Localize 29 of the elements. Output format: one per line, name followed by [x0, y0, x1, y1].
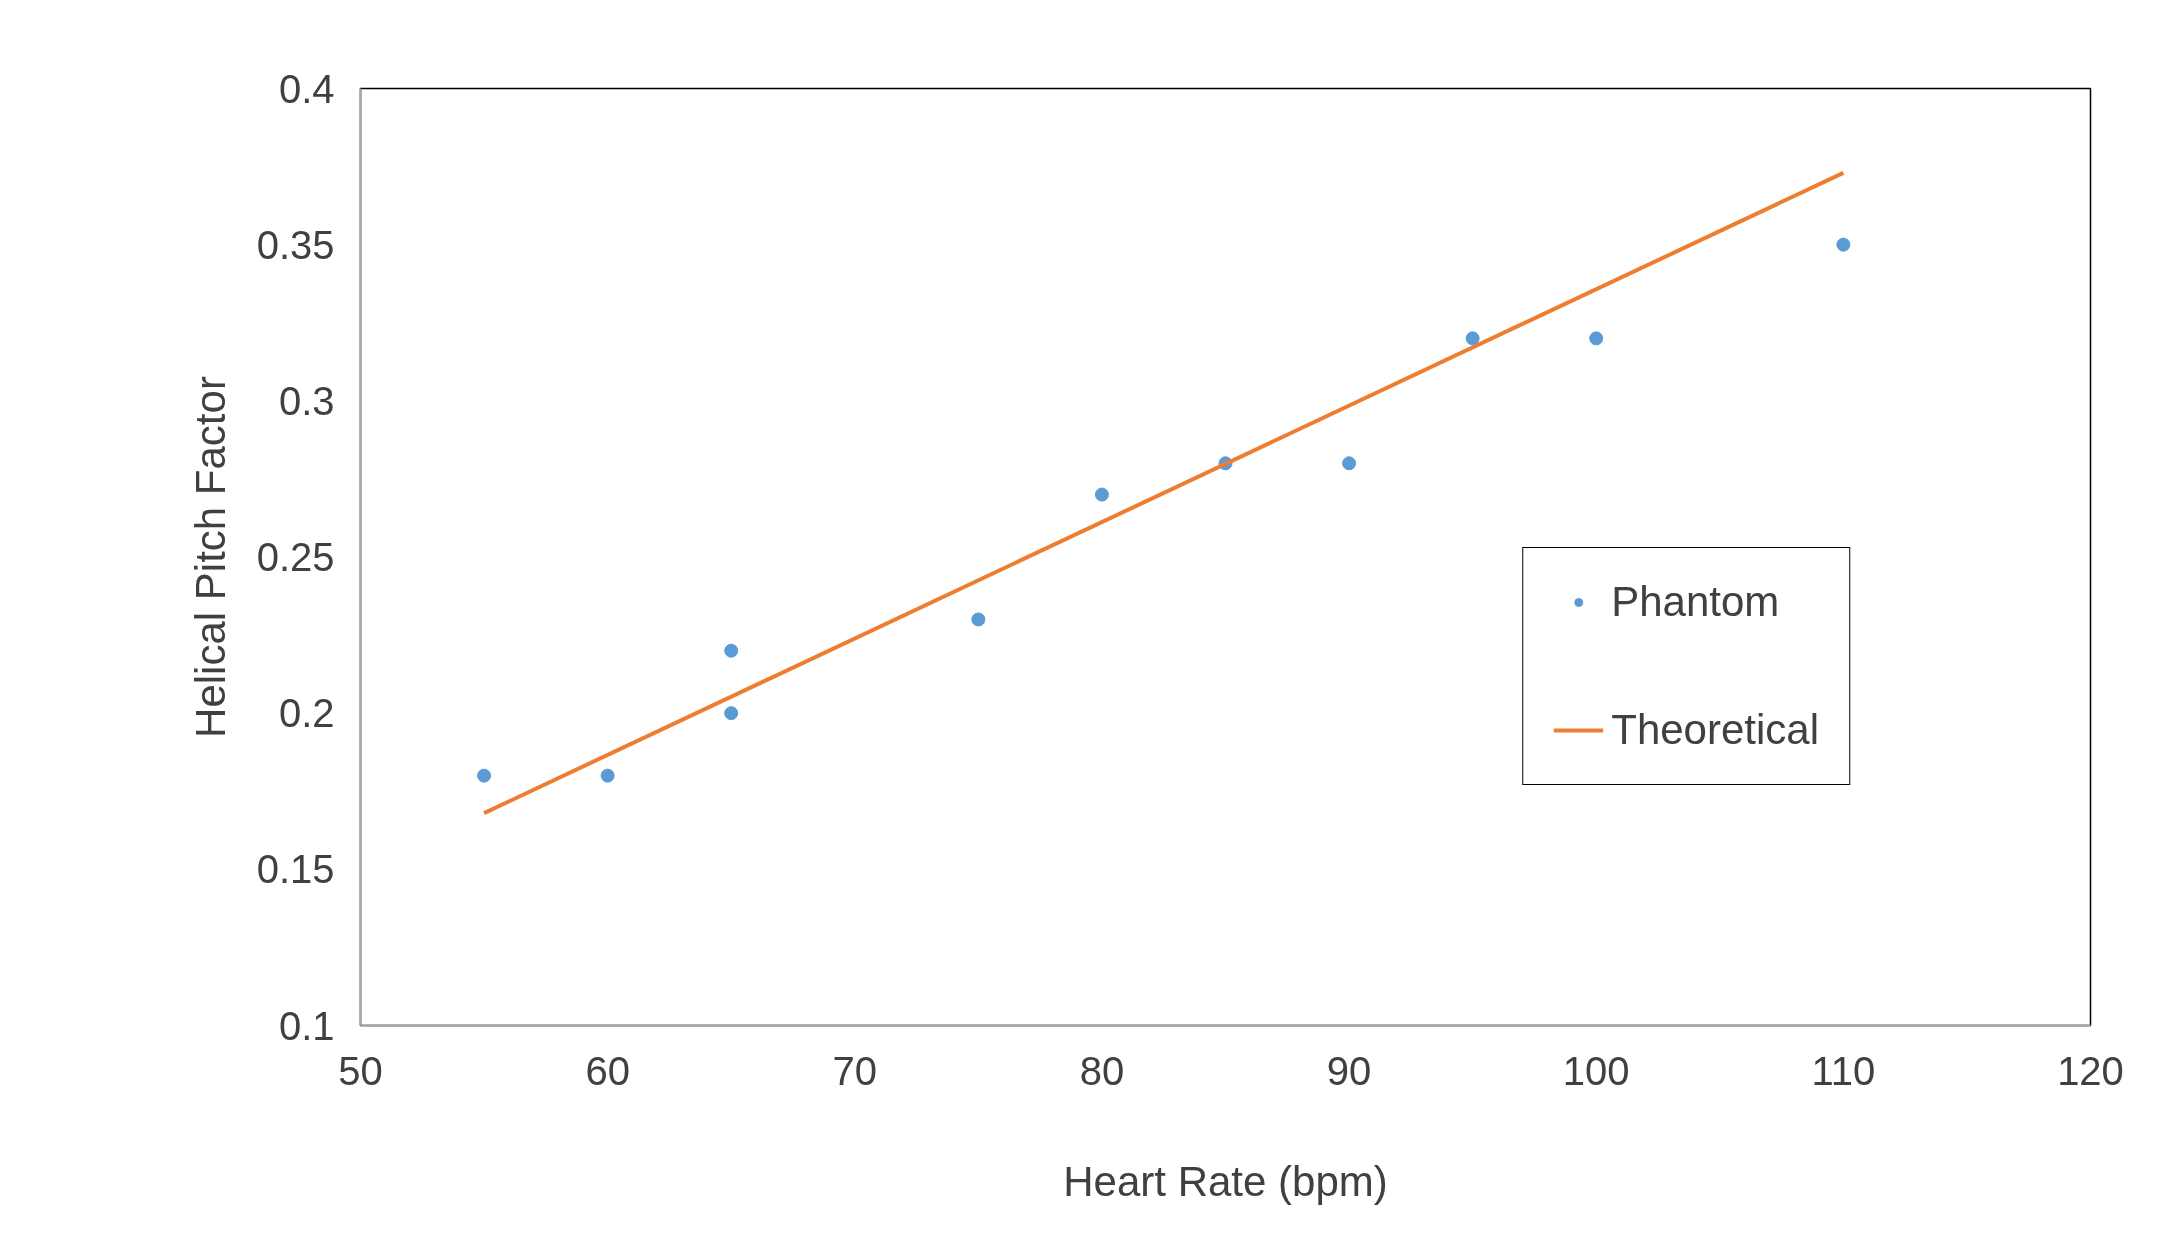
- point: [1589, 331, 1604, 346]
- x-tick-label: 70: [832, 1048, 878, 1093]
- x-tick-label: 80: [1079, 1048, 1125, 1093]
- y-tick-label: 0.35: [256, 222, 335, 267]
- point: [1342, 456, 1357, 471]
- y-tick-label: 0.2: [278, 691, 335, 736]
- y-tick-label: 0.4: [278, 66, 335, 111]
- y-tick-label: 0.25: [256, 535, 335, 579]
- point: [600, 768, 615, 783]
- point: [1836, 237, 1851, 252]
- point: [1465, 331, 1480, 346]
- y-tick-label: 0.3: [278, 378, 335, 423]
- point: [1094, 487, 1109, 502]
- x-tick-label: 110: [1811, 1048, 1876, 1093]
- x-tick-label: 90: [1326, 1048, 1372, 1093]
- point: [724, 706, 739, 721]
- x-tick-label: 50: [338, 1048, 383, 1093]
- y-tick-label: 0.15: [256, 847, 335, 892]
- point: [971, 612, 986, 627]
- y-axis-title: Helical Pitch Factor: [186, 376, 234, 738]
- legend-label: Phantom: [1611, 578, 1780, 626]
- x-axis-title: Heart Rate (bpm): [1063, 1157, 1388, 1205]
- x-tick-label: 60: [585, 1048, 630, 1093]
- legend-label: Theoretical: [1611, 706, 1819, 754]
- x-tick-label: 120: [2057, 1048, 2124, 1093]
- y-tick-label: 0.1: [278, 1003, 335, 1048]
- point: [724, 643, 739, 658]
- point: [477, 768, 492, 783]
- x-tick-label: 100: [1562, 1048, 1630, 1093]
